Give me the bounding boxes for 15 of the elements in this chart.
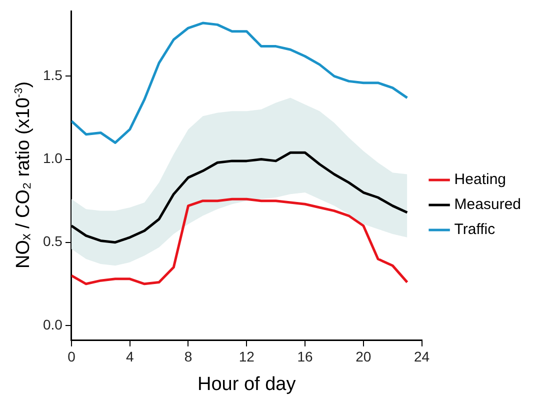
- legend-label: Measured: [454, 196, 521, 214]
- y-tick-label: 1.0: [42, 150, 63, 166]
- x-tick-label: 20: [356, 348, 372, 365]
- x-axis-title: Hour of day: [198, 374, 296, 395]
- legend-label: Traffic: [454, 221, 496, 238]
- x-tick-label: 16: [297, 348, 314, 365]
- x-tick-label: 8: [184, 348, 192, 365]
- x-tick-label: 0: [68, 348, 76, 365]
- x-tick-label: 4: [126, 348, 134, 365]
- x-tick-label: 12: [238, 348, 255, 365]
- y-tick-label: 0.0: [42, 316, 63, 332]
- y-tick-label: 1.5: [42, 67, 63, 84]
- legend-label: Heating: [454, 171, 506, 188]
- x-tick-label: 24: [414, 348, 430, 365]
- y-tick-label: 0.5: [42, 233, 63, 250]
